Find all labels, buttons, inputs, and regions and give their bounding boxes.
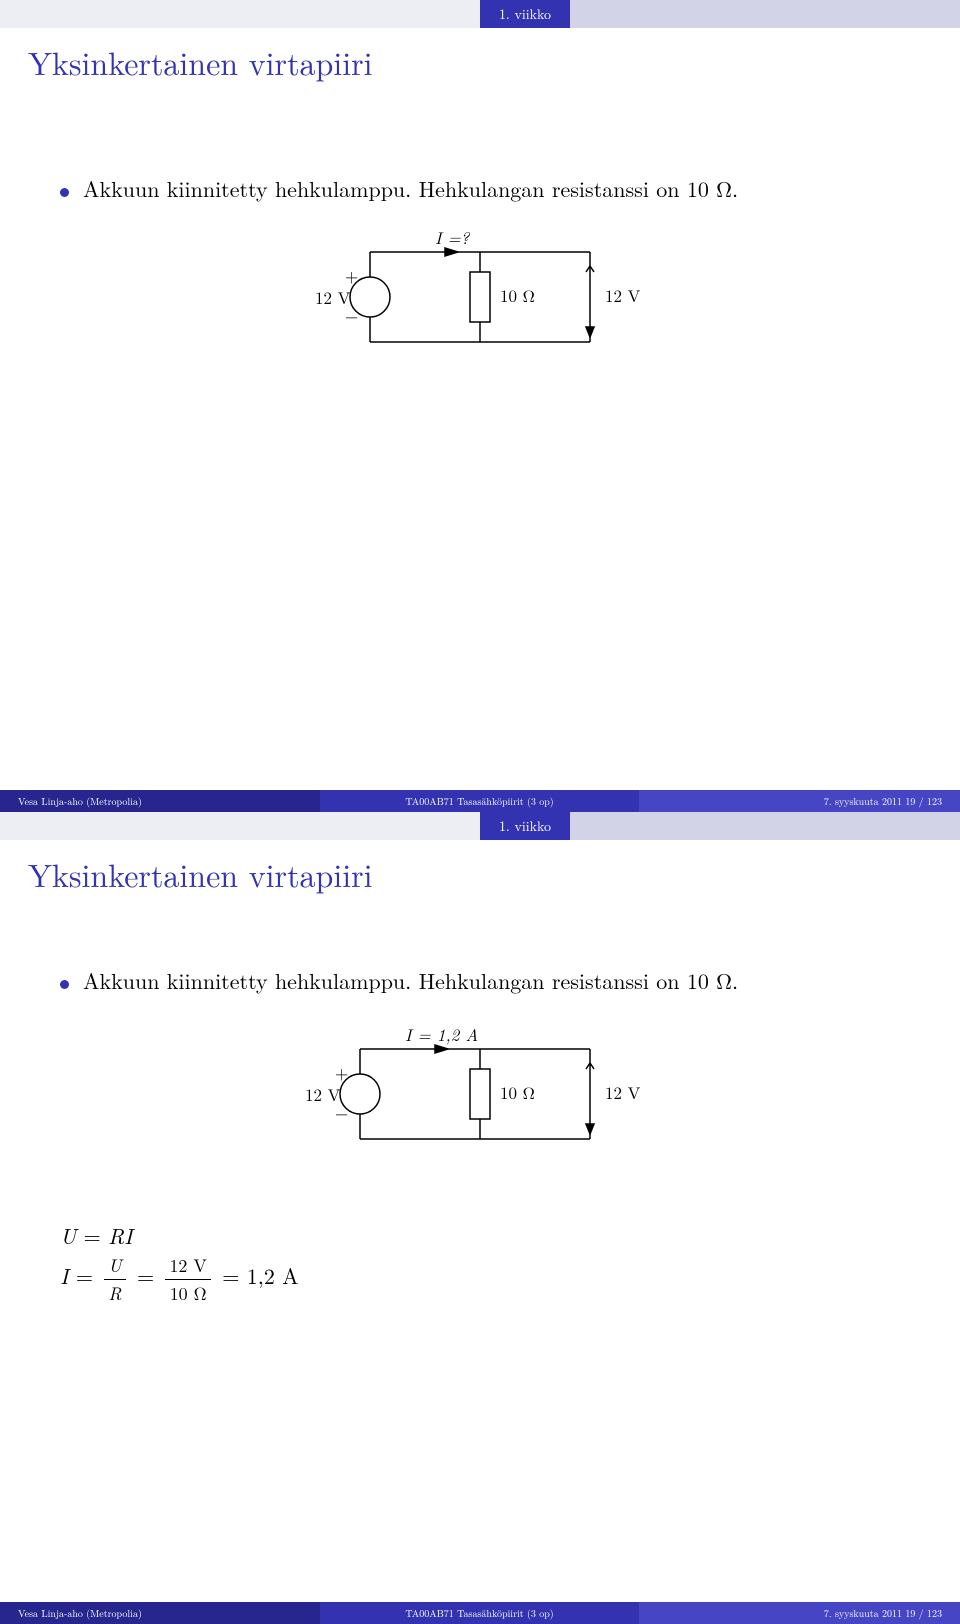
footer-author: Vesa Linja-aho (Metropolia) <box>0 790 320 812</box>
footer-author: Vesa Linja-aho (Metropolia) <box>0 1602 320 1624</box>
formula-var-u: U <box>60 1220 76 1251</box>
frac-num: 12 V <box>165 1252 211 1280</box>
header-section-badge: 1. viikko <box>480 0 570 28</box>
footer-page: 7. syyskuuta 2011 19 / 123 <box>639 1602 960 1624</box>
slide-content: Akkuun kiinnitetty hehkulamppu. Hehkulan… <box>0 905 960 1169</box>
header-right-spacer <box>570 812 960 840</box>
plus-label: + <box>345 263 358 287</box>
resistor-label: 10 Ω <box>500 1080 535 1104</box>
bullet-icon <box>60 980 69 989</box>
fraction-values: 12 V 10 Ω <box>165 1252 211 1307</box>
footer-course: TA00AB71 Tasasähköpiirit (3 op) <box>320 1602 640 1624</box>
frac-num: U <box>104 1252 125 1280</box>
slide-title: Yksinkertainen virtapiiri <box>0 28 960 93</box>
load-voltage-label: 12 V <box>605 283 641 307</box>
circuit-svg: + − 12 V I =? 10 Ω 12 V <box>310 222 650 372</box>
header-left-spacer <box>0 812 480 840</box>
header-bar: 1. viikko <box>0 0 960 28</box>
formula-line-2: I = U R = 12 V 10 Ω = 1,2 A <box>60 1252 900 1307</box>
frac-den: 10 Ω <box>165 1280 211 1307</box>
header-right-spacer <box>570 0 960 28</box>
circuit-diagram: + − 12 V I = 1,2 A 10 Ω 12 V <box>60 1014 900 1169</box>
load-voltage-label: 12 V <box>605 1080 641 1104</box>
voltage-src-label: 12 V <box>305 1082 341 1106</box>
current-label: I = 1,2 A <box>405 1022 478 1046</box>
circuit-diagram: + − 12 V I =? 10 Ω 12 V <box>60 222 900 372</box>
slide-1: 1. viikko Yksinkertainen virtapiiri Akku… <box>0 0 960 812</box>
bullet-item: Akkuun kiinnitetty hehkulamppu. Hehkulan… <box>60 965 900 996</box>
fraction-ur: U R <box>104 1252 125 1307</box>
circuit-svg: + − 12 V I = 1,2 A 10 Ω 12 V <box>300 1014 660 1169</box>
footer-course: TA00AB71 Tasasähköpiirit (3 op) <box>320 790 640 812</box>
header-bar: 1. viikko <box>0 812 960 840</box>
footer-page: 7. syyskuuta 2011 19 / 123 <box>639 790 960 812</box>
formula-line-1: U = RI <box>60 1219 900 1252</box>
formula-block: U = RI I = U R = 12 V 10 Ω = 1,2 A <box>0 1219 960 1307</box>
header-section-badge: 1. viikko <box>480 812 570 840</box>
resistor-label: 10 Ω <box>500 283 535 307</box>
frac-den: R <box>104 1280 125 1307</box>
formula-var-i: I <box>60 1260 69 1291</box>
voltage-src-label: 12 V <box>315 285 351 309</box>
formula-var-ri: RI <box>108 1220 133 1251</box>
header-left-spacer <box>0 0 480 28</box>
slide-content: Akkuun kiinnitetty hehkulamppu. Hehkulan… <box>0 93 960 372</box>
slide-title: Yksinkertainen virtapiiri <box>0 840 960 905</box>
bullet-icon <box>60 188 69 197</box>
current-label: I =? <box>435 225 471 249</box>
bullet-text: Akkuun kiinnitetty hehkulamppu. Hehkulan… <box>83 965 738 996</box>
bullet-text: Akkuun kiinnitetty hehkulamppu. Hehkulan… <box>83 173 738 204</box>
slide-footer: Vesa Linja-aho (Metropolia) TA00AB71 Tas… <box>0 1602 960 1624</box>
plus-label: + <box>335 1060 348 1084</box>
slide-footer: Vesa Linja-aho (Metropolia) TA00AB71 Tas… <box>0 790 960 812</box>
formula-result: 1,2 A <box>247 1260 299 1291</box>
slide-2: 1. viikko Yksinkertainen virtapiiri Akku… <box>0 812 960 1624</box>
bullet-item: Akkuun kiinnitetty hehkulamppu. Hehkulan… <box>60 173 900 204</box>
